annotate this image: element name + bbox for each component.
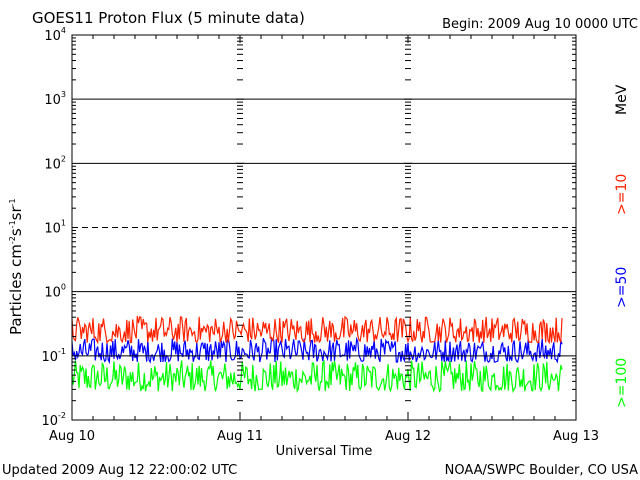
y-tick-label-exp: 3 [61, 90, 66, 99]
legend-unit: MeV [614, 84, 630, 115]
y-axis-label-exp3: -1 [8, 198, 17, 206]
y-tick-label: 102 [44, 154, 66, 172]
legend: MeV >=10 >=50 >=100 [614, 84, 630, 408]
y-tick-label: 10-1 [41, 347, 66, 365]
y-tick-label: 10-2 [41, 411, 66, 429]
y-axis-label: Particles cm-2s-1sr-1 [7, 198, 25, 335]
series-line-1 [71, 336, 563, 365]
y-tick-label: 101 [44, 219, 66, 237]
y-tick-label-base: 10 [44, 157, 61, 172]
x-tick-label: Aug 11 [217, 429, 263, 444]
y-tick-label-exp: 1 [61, 219, 66, 228]
ticks-layer [72, 35, 576, 421]
y-tick-label-exp: -2 [58, 411, 66, 420]
y-axis-label-sr: sr [7, 206, 25, 221]
y-tick-label-base: 10 [44, 93, 61, 108]
y-tick-label-exp: 0 [61, 283, 66, 292]
y-tick-label-base: 10 [41, 414, 58, 429]
x-tick-label: Aug 13 [553, 429, 599, 444]
grid-layer [72, 98, 576, 357]
series-layer [71, 315, 563, 394]
series-line-0 [71, 315, 563, 345]
series-line-2 [71, 359, 563, 394]
x-tick-labels: Aug 10 Aug 11 Aug 12 Aug 13 [49, 429, 599, 444]
x-tick-label: Aug 10 [49, 429, 95, 444]
y-tick-label: 103 [44, 90, 66, 108]
x-axis-label: Universal Time [276, 444, 373, 459]
y-tick-label-exp: 4 [61, 26, 66, 35]
legend-entry-2: >=100 [614, 358, 630, 408]
y-axis-label-s: s [7, 228, 25, 236]
chart-title: GOES11 Proton Flux (5 minute data) [32, 9, 305, 27]
y-tick-label-base: 10 [44, 222, 61, 237]
y-tick-label-base: 10 [41, 350, 58, 365]
credit-label: NOAA/SWPC Boulder, CO USA [445, 463, 638, 478]
y-tick-label-exp: -1 [58, 347, 66, 356]
x-tick-label: Aug 12 [385, 429, 431, 444]
begin-label: Begin: 2009 Aug 10 0000 UTC [442, 17, 638, 32]
plot-frame [71, 34, 577, 421]
y-axis-label-base: Particles cm [7, 244, 25, 335]
y-tick-label-base: 10 [44, 29, 61, 44]
updated-label: Updated 2009 Aug 12 22:00:02 UTC [2, 463, 237, 478]
y-tick-label: 100 [44, 283, 66, 301]
y-axis-label-exp2: -1 [8, 220, 17, 228]
y-axis-label-exp1: -2 [8, 236, 17, 244]
y-tick-label: 104 [44, 26, 66, 44]
y-tick-label-base: 10 [44, 286, 61, 301]
y-tick-label-exp: 2 [61, 154, 66, 163]
legend-entry-1: >=50 [614, 267, 630, 308]
legend-entry-0: >=10 [614, 174, 630, 215]
